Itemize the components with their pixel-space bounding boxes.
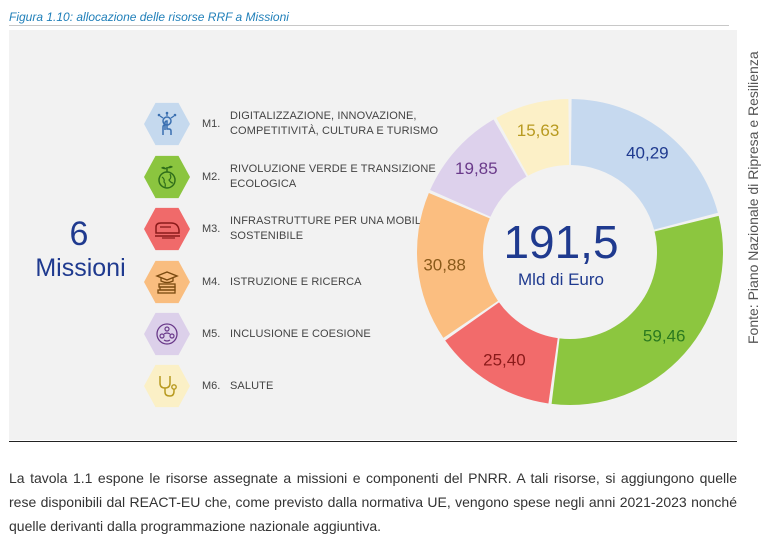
mission-item-m4: M4. ISTRUZIONE E RICERCA xyxy=(144,259,444,305)
mission-label: INCLUSIONE E COESIONE xyxy=(230,327,371,340)
mission-code: M5. xyxy=(202,328,221,340)
slice-label-m2: 59,46 xyxy=(643,327,686,346)
body-paragraph: La tavola 1.1 espone le risorse assegnat… xyxy=(9,470,737,534)
missions-count-label: Missioni xyxy=(35,254,126,282)
people-circle-icon xyxy=(144,311,190,357)
hex-badge xyxy=(144,364,190,408)
slice-label-m4: 30,88 xyxy=(423,256,466,275)
donut-slice-m5 xyxy=(430,119,527,217)
mission-code: M4. xyxy=(202,276,221,288)
mission-label: ISTRUZIONE E RICERCA xyxy=(230,275,362,288)
mission-label: DIGITALIZZAZIONE, INNOVAZIONE, COMPETITI… xyxy=(230,110,439,137)
mission-item-m6: M6. SALUTE xyxy=(144,363,444,409)
donut-slice-m3 xyxy=(445,302,558,404)
total-unit: Mld di Euro xyxy=(518,270,604,289)
mission-label: INFRASTRUTTURE PER UNA MOBILITÀ SOSTENIB… xyxy=(230,215,439,242)
donut-slice-m4 xyxy=(416,192,498,338)
divider xyxy=(9,441,737,442)
mission-item-m2: M2. RIVOLUZIONE VERDE E TRANSIZIONE ECOL… xyxy=(144,154,444,200)
mission-label: RIVOLUZIONE VERDE E TRANSIZIONE ECOLOGIC… xyxy=(230,163,436,190)
train-icon xyxy=(144,206,190,252)
mission-label: SALUTE xyxy=(230,379,274,392)
green-globe-icon xyxy=(144,154,190,200)
missions-count-number: 6 xyxy=(69,215,89,253)
donut-slice-m2 xyxy=(551,215,723,405)
mission-item-m3: M3. INFRASTRUTTURE PER UNA MOBILITÀ SOST… xyxy=(144,206,444,252)
mission-code: M2. xyxy=(202,171,221,183)
slice-label-m3: 25,40 xyxy=(483,351,526,370)
hex-badge xyxy=(144,312,190,356)
stethoscope-icon xyxy=(144,363,190,409)
graduation-books-icon xyxy=(144,259,190,305)
mission-code: M3. xyxy=(202,223,221,235)
figure-caption: Figura 1.10: allocazione delle risorse R… xyxy=(9,10,729,26)
total-value: 191,5 xyxy=(503,216,619,268)
slice-label-m6: 15,63 xyxy=(517,121,560,140)
mission-item-m5: M5. INCLUSIONE E COESIONE xyxy=(144,311,444,357)
mission-code: M6. xyxy=(202,380,221,392)
slice-label-m1: 40,29 xyxy=(626,144,669,163)
mission-item-m1: M1. DIGITALIZZAZIONE, INNOVAZIONE, COMPE… xyxy=(144,101,444,147)
mission-code: M1. xyxy=(202,118,221,130)
slice-label-m5: 19,85 xyxy=(455,159,498,178)
hex-badge xyxy=(144,155,190,199)
donut-slice-m1 xyxy=(570,99,718,230)
hex-badge xyxy=(144,207,190,251)
digital-hand-icon xyxy=(144,101,190,147)
donut-slice-m6 xyxy=(496,99,570,176)
